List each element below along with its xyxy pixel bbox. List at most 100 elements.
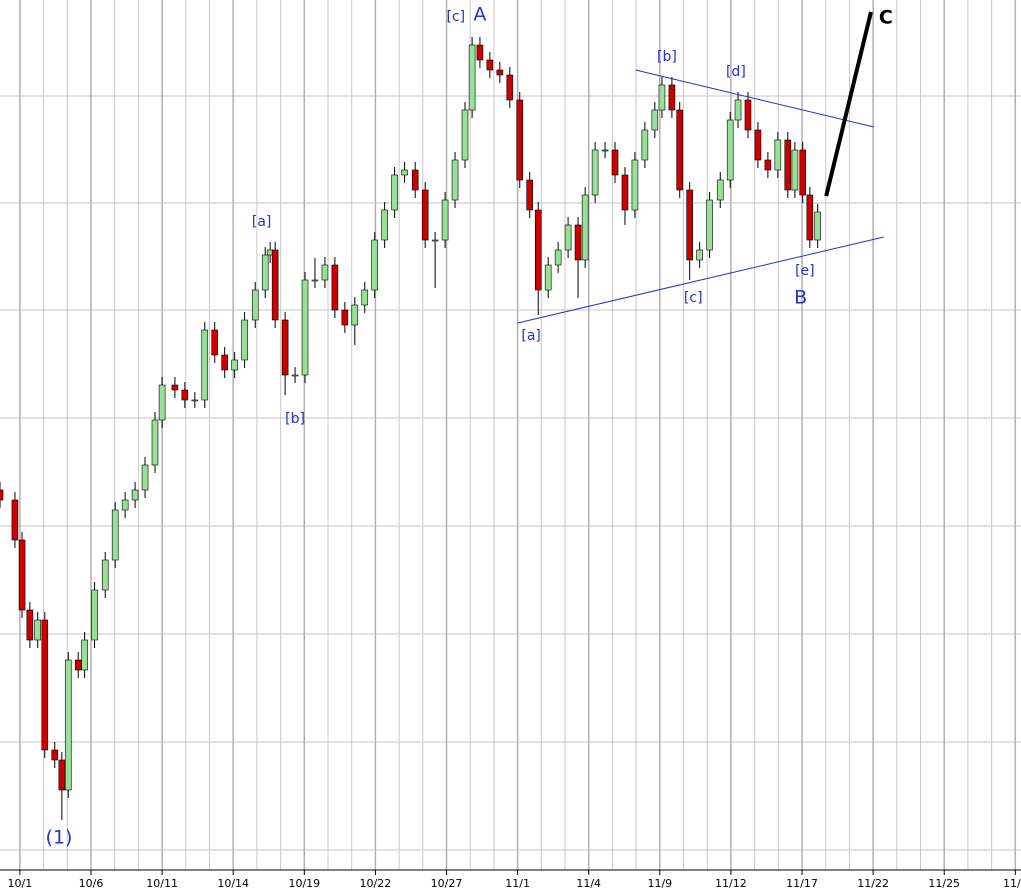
- candle-body: [774, 139, 782, 171]
- candle-body: [496, 69, 504, 76]
- candle-body: [468, 44, 476, 111]
- candle-body: [611, 149, 619, 176]
- candle-body: [151, 419, 159, 466]
- candle-body: [171, 384, 179, 391]
- candle-body: [11, 499, 19, 541]
- candle-body: [58, 759, 66, 791]
- x-tick-label: 11/25: [928, 877, 960, 890]
- candle-body: [101, 559, 109, 591]
- candle-body: [64, 659, 72, 791]
- x-tick-label: 10/22: [360, 877, 392, 890]
- wave-label: B: [794, 287, 807, 309]
- candle-body: [0, 489, 4, 501]
- candle-body: [526, 179, 533, 211]
- candle-body: [564, 224, 572, 251]
- candle-body: [461, 109, 469, 161]
- wave-label: [b]: [285, 411, 305, 427]
- candle-body: [201, 329, 209, 401]
- candle-body: [381, 209, 388, 241]
- candle-body: [696, 249, 703, 261]
- candle-body: [251, 289, 259, 321]
- wave-label: [c]: [684, 290, 703, 306]
- candle-body: [261, 254, 269, 291]
- x-tick-label: 10/27: [431, 877, 463, 890]
- candle-body: [221, 354, 228, 371]
- candle-body: [506, 74, 514, 101]
- candle-body: [321, 264, 329, 281]
- candle-body: [534, 209, 542, 291]
- candle-body: [726, 119, 734, 181]
- candle-body: [121, 499, 129, 511]
- candle-body: [331, 264, 339, 311]
- candle-body: [814, 211, 821, 241]
- candle-body: [668, 84, 676, 111]
- candle-body: [74, 659, 82, 671]
- candle-body: [784, 139, 792, 191]
- trendline: [517, 236, 884, 324]
- candle-body: [411, 169, 419, 191]
- x-tick-label: 11/4: [576, 877, 601, 890]
- candle-body: [641, 129, 649, 161]
- candle-body: [301, 279, 309, 376]
- x-tick-label: 10/19: [288, 877, 320, 890]
- candle-body: [291, 374, 299, 377]
- candle-body: [734, 99, 742, 121]
- candle-body: [441, 199, 449, 241]
- candle-body: [451, 159, 459, 201]
- candle-body: [421, 189, 429, 241]
- x-tick-label: 11/17: [786, 877, 818, 890]
- candle-body: [516, 99, 524, 181]
- candle-body: [676, 109, 684, 191]
- candle-body: [231, 359, 238, 371]
- candle-body: [621, 174, 629, 211]
- candle-body: [591, 149, 599, 196]
- candle-body: [361, 289, 369, 306]
- wave-label: (1): [46, 827, 73, 849]
- candle-body: [486, 59, 494, 71]
- candle-body: [51, 749, 59, 761]
- candle-body: [34, 619, 41, 641]
- candle-body: [391, 174, 398, 211]
- candle-body: [241, 319, 248, 361]
- candle-body: [431, 239, 439, 242]
- wave-label: [e]: [795, 263, 815, 279]
- candle-body: [754, 129, 762, 161]
- x-tick-label: 11/12: [715, 877, 747, 890]
- candle-body: [41, 619, 49, 751]
- wave-label: [d]: [726, 64, 746, 80]
- x-tick-label: 11/9: [647, 877, 672, 890]
- wave-label: [c]: [446, 9, 465, 25]
- wave-label: [a]: [521, 328, 541, 344]
- candle-body: [544, 264, 552, 291]
- x-tick-label: 10/6: [79, 877, 104, 890]
- candle-body: [806, 194, 814, 241]
- candle-body: [351, 304, 359, 326]
- candle-body: [716, 179, 724, 201]
- candle-body: [686, 189, 693, 261]
- candle-body: [26, 609, 34, 641]
- candle-body: [791, 149, 799, 191]
- x-tick-label: 11/1: [505, 877, 530, 890]
- candle-body: [601, 149, 609, 152]
- x-tick-label: 10/14: [217, 877, 249, 890]
- candle-body: [141, 464, 149, 491]
- candle-body: [158, 384, 166, 421]
- candle-body: [651, 109, 659, 131]
- wave-label: A: [473, 4, 486, 26]
- x-tick-label: 11/22: [857, 877, 889, 890]
- candle-body: [271, 249, 279, 321]
- candle-body: [211, 329, 219, 356]
- wave-label: [b]: [657, 49, 677, 65]
- x-tick-label: 10/11: [146, 877, 178, 890]
- candle-body: [311, 279, 319, 282]
- candle-body: [574, 224, 582, 261]
- candle-body: [131, 489, 139, 501]
- candle-body: [181, 389, 189, 401]
- candle-body: [371, 239, 378, 291]
- trendline: [824, 11, 873, 197]
- x-tick-label: 10/1: [8, 877, 33, 890]
- wave-label: C: [879, 7, 893, 29]
- candle-body: [658, 84, 666, 111]
